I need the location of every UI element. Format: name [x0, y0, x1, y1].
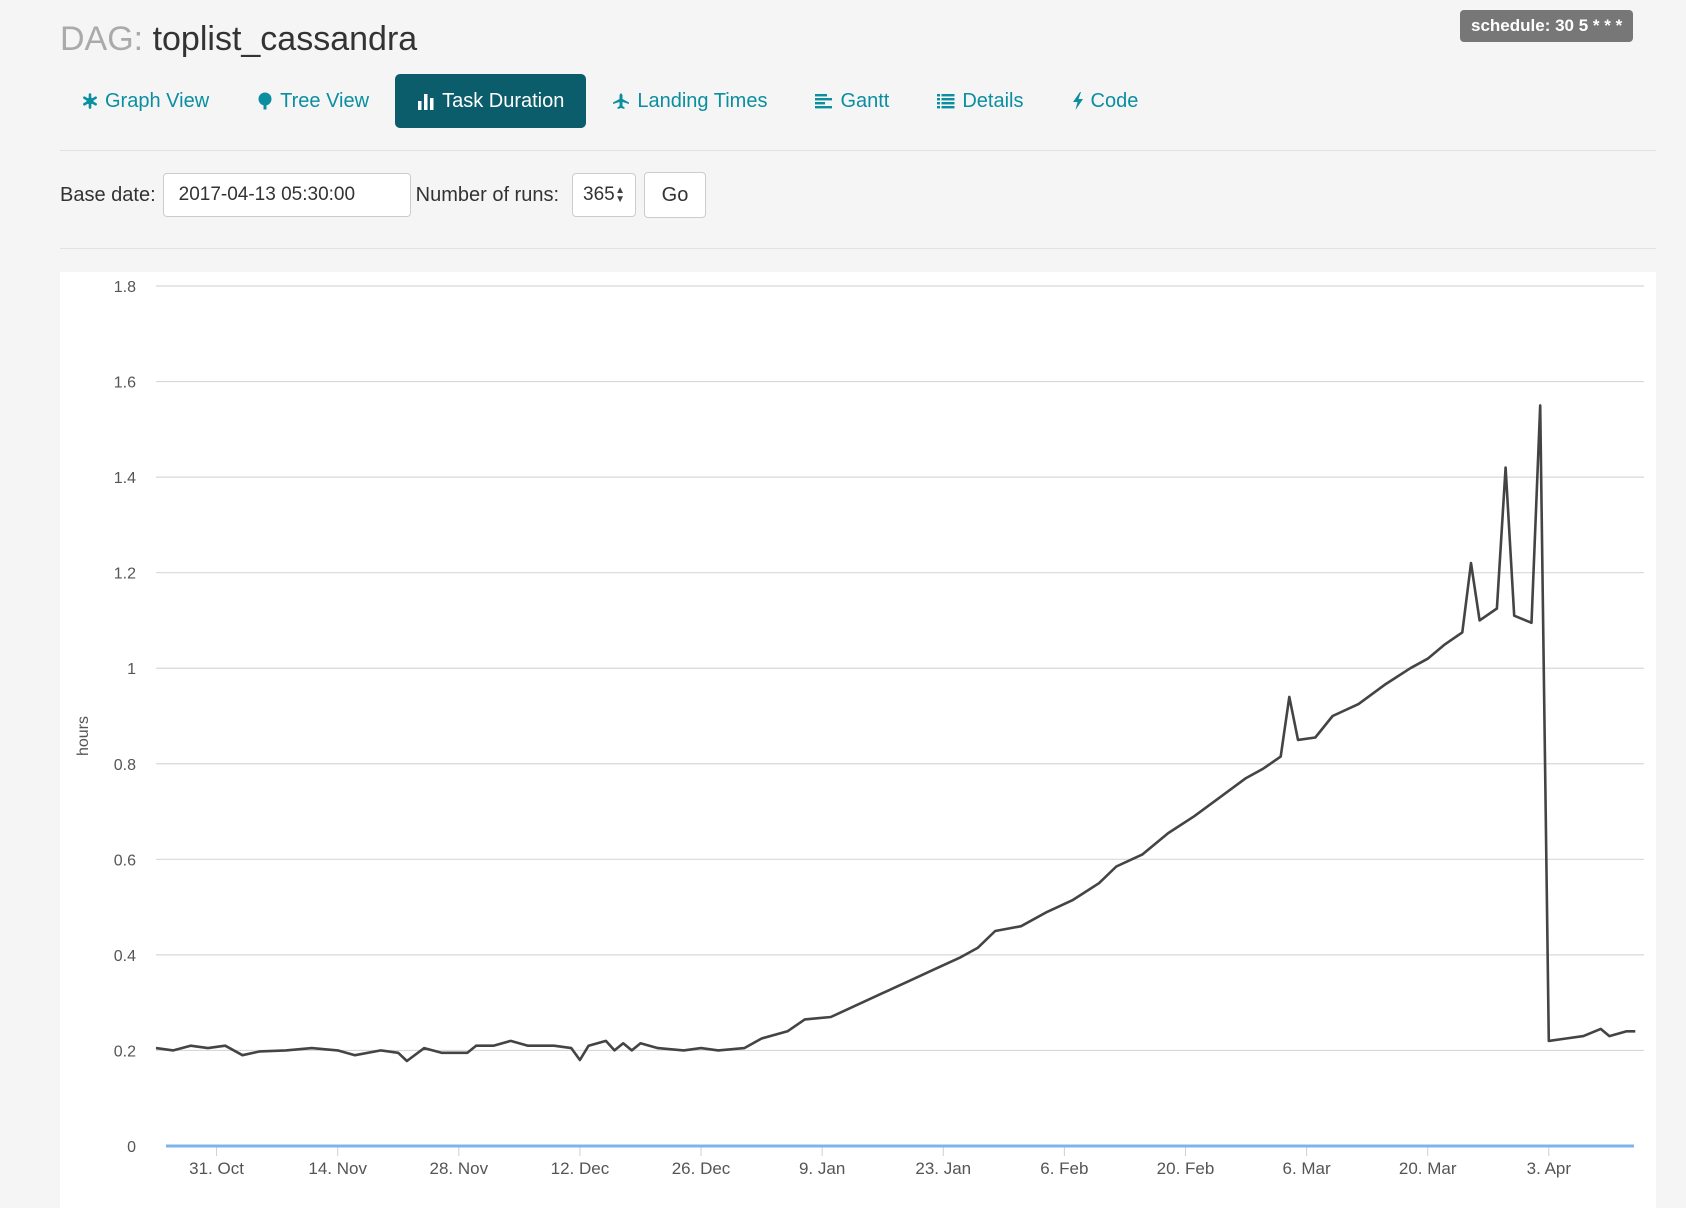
- select-arrows-icon: ▲ ▼: [615, 185, 626, 205]
- tab-label: Task Duration: [442, 89, 565, 112]
- x-tick-label: 28. Nov: [429, 1159, 488, 1178]
- tab-graph-view[interactable]: Graph View: [60, 74, 231, 128]
- x-tick-label: 23. Jan: [915, 1159, 971, 1178]
- tab-label: Code: [1090, 89, 1139, 112]
- plane-icon: [612, 92, 630, 110]
- x-tick-label: 31. Oct: [189, 1159, 244, 1178]
- title-prefix: DAG:: [60, 20, 144, 58]
- y-tick-label: 1.2: [114, 566, 136, 583]
- num-runs-label: Number of runs:: [415, 183, 560, 206]
- num-runs-value: 365: [583, 184, 615, 205]
- y-axis-title: hours: [75, 716, 92, 756]
- x-tick-label: 26. Dec: [672, 1159, 731, 1178]
- tab-label: Graph View: [105, 89, 210, 112]
- y-tick-label: 1.8: [114, 279, 136, 296]
- tree-icon: [257, 92, 273, 110]
- tab-label: Tree View: [280, 89, 370, 112]
- chart-svg: 0 0.2 0.4 0.6 0.8 1 1.2 1.4 1.6 1.8 31. Oct 14. No…: [75, 279, 1644, 1178]
- y-tick-label: 1: [127, 661, 136, 678]
- x-tick-label: 6. Mar: [1283, 1159, 1332, 1178]
- x-tick-label: 20. Feb: [1157, 1159, 1215, 1178]
- tab-landing-times[interactable]: Landing Times: [590, 74, 789, 128]
- tab-task-duration[interactable]: Task Duration: [395, 74, 587, 128]
- go-button[interactable]: Go: [644, 172, 707, 218]
- duration-form: Base date: Number of runs: 365 ▲▼ Go: [60, 172, 707, 218]
- y-tick-label: 0.8: [114, 757, 136, 774]
- y-tick-label: 0.6: [114, 852, 136, 869]
- task-duration-chart: 0 0.2 0.4 0.6 0.8 1 1.2 1.4 1.6 1.8 31. Oct 14. No…: [60, 272, 1656, 1208]
- num-runs-select[interactable]: 365 ▲ ▼: [572, 173, 637, 217]
- asterisk-icon: [82, 93, 98, 109]
- base-date-label: Base date:: [60, 183, 156, 206]
- bar-chart-icon: [417, 93, 435, 110]
- tab-label: Details: [962, 89, 1024, 112]
- base-date-input[interactable]: [162, 173, 411, 217]
- tab-code[interactable]: Code: [1050, 74, 1161, 128]
- x-tick-label: 14. Nov: [308, 1159, 367, 1178]
- list-icon: [937, 93, 955, 109]
- divider: [60, 150, 1656, 151]
- x-tick-label: 6. Feb: [1040, 1159, 1088, 1178]
- divider: [60, 248, 1656, 249]
- dag-id: toplist_cassandra: [152, 20, 418, 58]
- y-tick-label: 1.6: [114, 375, 136, 392]
- tab-details[interactable]: Details: [915, 74, 1045, 128]
- tab-tree-view[interactable]: Tree View: [235, 74, 391, 128]
- schedule-badge: schedule: 30 5 * * *: [1460, 10, 1634, 42]
- dag-nav-tabs: Graph View Tree View Task Duration Landi…: [60, 74, 1164, 128]
- tab-label: Gantt: [840, 89, 890, 112]
- tab-gantt[interactable]: Gantt: [793, 74, 911, 128]
- x-tick-label: 3. Apr: [1527, 1159, 1572, 1178]
- tab-label: Landing Times: [637, 89, 768, 112]
- y-tick-label: 1.4: [114, 470, 136, 487]
- x-tick-label: 12. Dec: [551, 1159, 610, 1178]
- series-line: [155, 404, 1636, 1063]
- x-tick-label: 20. Mar: [1399, 1159, 1457, 1178]
- y-tick-label: 0.2: [114, 1043, 136, 1060]
- y-tick-label: 0.4: [114, 948, 136, 965]
- align-left-icon: [815, 93, 833, 109]
- flash-icon: [1072, 92, 1084, 110]
- page-title: DAG: toplist_cassandra: [60, 20, 417, 59]
- y-tick-label: 0: [127, 1139, 136, 1156]
- x-tick-label: 9. Jan: [799, 1159, 845, 1178]
